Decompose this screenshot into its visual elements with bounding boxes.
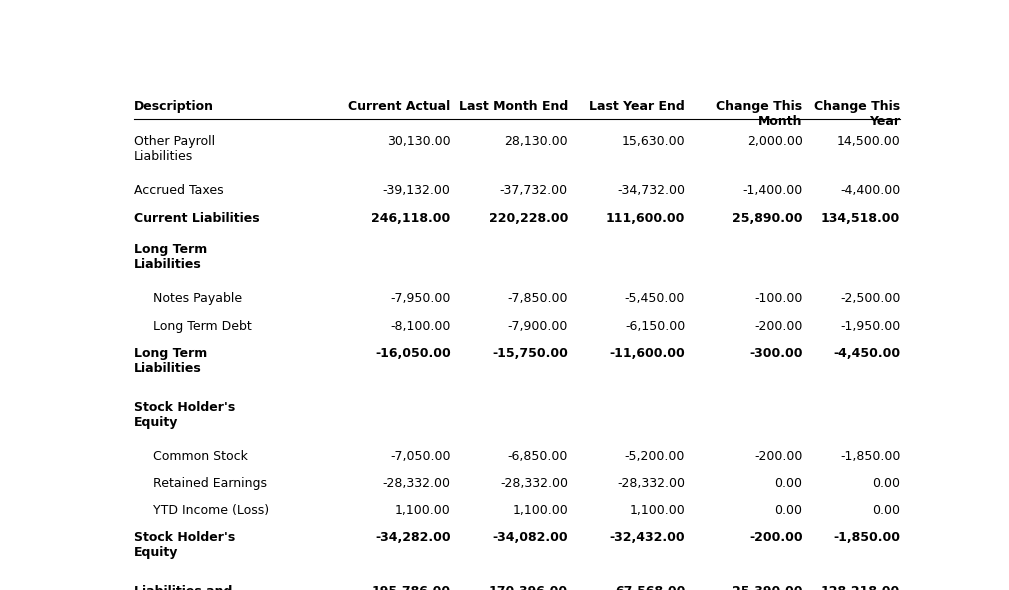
Text: -200.00: -200.00: [749, 532, 802, 545]
Text: Description: Description: [134, 100, 214, 113]
Text: -34,732.00: -34,732.00: [618, 184, 685, 198]
Text: Common Stock: Common Stock: [153, 450, 248, 463]
Text: 2,000.00: 2,000.00: [747, 135, 802, 148]
Text: 246,118.00: 246,118.00: [371, 212, 451, 225]
Text: -6,850.00: -6,850.00: [508, 450, 568, 463]
Text: -32,432.00: -32,432.00: [609, 532, 685, 545]
Text: -300.00: -300.00: [749, 347, 802, 360]
Text: -2,500.00: -2,500.00: [839, 293, 900, 306]
Text: 28,130.00: 28,130.00: [504, 135, 568, 148]
Text: -5,200.00: -5,200.00: [625, 450, 685, 463]
Text: -11,600.00: -11,600.00: [609, 347, 685, 360]
Text: 170,396.00: 170,396.00: [488, 585, 568, 590]
Text: -37,732.00: -37,732.00: [499, 184, 568, 198]
Text: -200.00: -200.00: [754, 320, 802, 333]
Text: 1,100.00: 1,100.00: [395, 504, 451, 517]
Text: -1,400.00: -1,400.00: [743, 184, 802, 198]
Text: Current Actual: Current Actual: [348, 100, 451, 113]
Text: -7,900.00: -7,900.00: [508, 320, 568, 333]
Text: Notes Payable: Notes Payable: [153, 293, 242, 306]
Text: -4,400.00: -4,400.00: [840, 184, 900, 198]
Text: -28,332.00: -28,332.00: [382, 477, 451, 490]
Text: 15,630.00: 15,630.00: [622, 135, 685, 148]
Text: 111,600.00: 111,600.00: [605, 212, 685, 225]
Text: Current Liabilities: Current Liabilities: [134, 212, 259, 225]
Text: 0.00: 0.00: [775, 477, 802, 490]
Text: 128,218.00: 128,218.00: [821, 585, 900, 590]
Text: 25,390.00: 25,390.00: [733, 585, 802, 590]
Text: Liabilities and
Equity: Liabilities and Equity: [134, 585, 232, 590]
Text: -28,332.00: -28,332.00: [618, 477, 685, 490]
Text: -15,750.00: -15,750.00: [492, 347, 568, 360]
Text: Last Month End: Last Month End: [459, 100, 568, 113]
Text: 0.00: 0.00: [872, 504, 900, 517]
Text: -34,082.00: -34,082.00: [492, 532, 568, 545]
Text: Accrued Taxes: Accrued Taxes: [134, 184, 224, 198]
Text: -34,282.00: -34,282.00: [375, 532, 451, 545]
Text: Change This
Year: Change This Year: [814, 100, 900, 129]
Text: -7,950.00: -7,950.00: [390, 293, 451, 306]
Text: -1,950.00: -1,950.00: [840, 320, 900, 333]
Text: -28,332.00: -28,332.00: [499, 477, 568, 490]
Text: -100.00: -100.00: [754, 293, 802, 306]
Text: 195,786.00: 195,786.00: [371, 585, 451, 590]
Text: -1,850.00: -1,850.00: [839, 450, 900, 463]
Text: -5,450.00: -5,450.00: [625, 293, 685, 306]
Text: Retained Earnings: Retained Earnings: [153, 477, 267, 490]
Text: -39,132.00: -39,132.00: [382, 184, 451, 198]
Text: Long Term
Liabilities: Long Term Liabilities: [134, 347, 207, 375]
Text: -1,850.00: -1,850.00: [833, 532, 900, 545]
Text: -16,050.00: -16,050.00: [375, 347, 451, 360]
Text: Change This
Month: Change This Month: [716, 100, 802, 129]
Text: 134,518.00: 134,518.00: [821, 212, 900, 225]
Text: Long Term Debt: Long Term Debt: [153, 320, 252, 333]
Text: 1,100.00: 1,100.00: [630, 504, 685, 517]
Text: -8,100.00: -8,100.00: [390, 320, 451, 333]
Text: Long Term
Liabilities: Long Term Liabilities: [134, 244, 207, 271]
Text: Stock Holder's
Equity: Stock Holder's Equity: [134, 532, 235, 559]
Text: 220,228.00: 220,228.00: [488, 212, 568, 225]
Text: -6,150.00: -6,150.00: [625, 320, 685, 333]
Text: 30,130.00: 30,130.00: [387, 135, 451, 148]
Text: -200.00: -200.00: [754, 450, 802, 463]
Text: Last Year End: Last Year End: [589, 100, 685, 113]
Text: 25,890.00: 25,890.00: [733, 212, 802, 225]
Text: 67,568.00: 67,568.00: [614, 585, 685, 590]
Text: 0.00: 0.00: [872, 477, 900, 490]
Text: YTD Income (Loss): YTD Income (Loss): [153, 504, 269, 517]
Text: -7,050.00: -7,050.00: [390, 450, 451, 463]
Text: Other Payroll
Liabilities: Other Payroll Liabilities: [134, 135, 215, 163]
Text: -4,450.00: -4,450.00: [833, 347, 900, 360]
Text: 1,100.00: 1,100.00: [513, 504, 568, 517]
Text: 14,500.00: 14,500.00: [836, 135, 900, 148]
Text: -7,850.00: -7,850.00: [508, 293, 568, 306]
Text: 0.00: 0.00: [775, 504, 802, 517]
Text: Stock Holder's
Equity: Stock Holder's Equity: [134, 401, 235, 428]
